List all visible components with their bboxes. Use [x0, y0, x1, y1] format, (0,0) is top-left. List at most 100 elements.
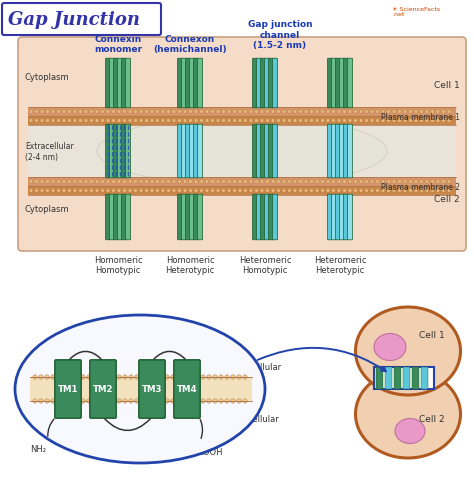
Circle shape [139, 189, 143, 193]
Circle shape [213, 399, 217, 403]
Circle shape [79, 189, 82, 193]
Text: Gap Junction: Gap Junction [8, 11, 140, 29]
Circle shape [365, 189, 368, 193]
Circle shape [112, 189, 115, 193]
Circle shape [73, 189, 77, 193]
Circle shape [376, 180, 379, 184]
Circle shape [139, 110, 143, 114]
Circle shape [442, 120, 445, 123]
Circle shape [117, 180, 121, 184]
Circle shape [106, 180, 110, 184]
Circle shape [161, 110, 165, 114]
Ellipse shape [15, 315, 265, 463]
Circle shape [33, 399, 37, 403]
Ellipse shape [395, 419, 425, 444]
Circle shape [332, 120, 335, 123]
Circle shape [123, 180, 126, 184]
Bar [30, 377, 252, 401]
Circle shape [177, 375, 181, 379]
Circle shape [200, 189, 203, 193]
Text: Gap junction
channel
(1.5-2 nm): Gap junction channel (1.5-2 nm) [248, 20, 312, 50]
Circle shape [150, 120, 154, 123]
Text: TM2: TM2 [93, 384, 113, 394]
Circle shape [68, 180, 71, 184]
Circle shape [207, 399, 211, 403]
FancyBboxPatch shape [177, 59, 182, 108]
Circle shape [201, 375, 205, 379]
Circle shape [225, 375, 229, 379]
Circle shape [57, 399, 61, 403]
Circle shape [29, 180, 33, 184]
Circle shape [326, 180, 330, 184]
Circle shape [195, 399, 199, 403]
Circle shape [293, 189, 297, 193]
FancyBboxPatch shape [261, 195, 265, 240]
Circle shape [45, 375, 49, 379]
Circle shape [40, 180, 44, 184]
FancyBboxPatch shape [261, 59, 265, 108]
Circle shape [403, 189, 407, 193]
FancyBboxPatch shape [328, 59, 333, 108]
Circle shape [207, 375, 211, 379]
Circle shape [46, 120, 49, 123]
Circle shape [75, 399, 79, 403]
Circle shape [227, 189, 231, 193]
Text: TM3: TM3 [142, 384, 162, 394]
Circle shape [381, 180, 385, 184]
Circle shape [326, 189, 330, 193]
Circle shape [425, 189, 429, 193]
Circle shape [332, 180, 335, 184]
FancyBboxPatch shape [90, 360, 116, 419]
Circle shape [310, 189, 313, 193]
Circle shape [447, 120, 451, 123]
FancyBboxPatch shape [118, 125, 123, 179]
Circle shape [189, 120, 192, 123]
FancyBboxPatch shape [182, 59, 187, 108]
Circle shape [293, 180, 297, 184]
Circle shape [159, 375, 163, 379]
FancyBboxPatch shape [113, 125, 118, 179]
Circle shape [288, 180, 292, 184]
FancyBboxPatch shape [106, 195, 110, 240]
Circle shape [266, 120, 269, 123]
Circle shape [57, 189, 60, 193]
Circle shape [178, 120, 181, 123]
Circle shape [225, 399, 229, 403]
Circle shape [442, 110, 445, 114]
Circle shape [414, 120, 418, 123]
Circle shape [398, 189, 401, 193]
Circle shape [205, 180, 209, 184]
Circle shape [123, 399, 127, 403]
Circle shape [51, 180, 55, 184]
Circle shape [90, 180, 93, 184]
Circle shape [359, 110, 363, 114]
Circle shape [277, 120, 280, 123]
Circle shape [172, 110, 176, 114]
Circle shape [40, 110, 44, 114]
Circle shape [348, 189, 352, 193]
Circle shape [304, 120, 308, 123]
FancyBboxPatch shape [273, 195, 278, 240]
Circle shape [93, 399, 97, 403]
Circle shape [161, 189, 165, 193]
Circle shape [337, 110, 341, 114]
Circle shape [141, 399, 145, 403]
Circle shape [315, 120, 319, 123]
FancyBboxPatch shape [18, 38, 466, 252]
Bar [28, 117, 456, 126]
Circle shape [370, 189, 374, 193]
Circle shape [117, 189, 121, 193]
Circle shape [431, 180, 434, 184]
Circle shape [45, 399, 49, 403]
Circle shape [153, 399, 157, 403]
Circle shape [145, 180, 148, 184]
FancyBboxPatch shape [193, 125, 199, 179]
Circle shape [222, 110, 225, 114]
FancyBboxPatch shape [268, 125, 273, 179]
Circle shape [117, 375, 121, 379]
Circle shape [87, 375, 91, 379]
Circle shape [211, 120, 214, 123]
Circle shape [387, 189, 390, 193]
Circle shape [442, 189, 445, 193]
Circle shape [172, 180, 176, 184]
